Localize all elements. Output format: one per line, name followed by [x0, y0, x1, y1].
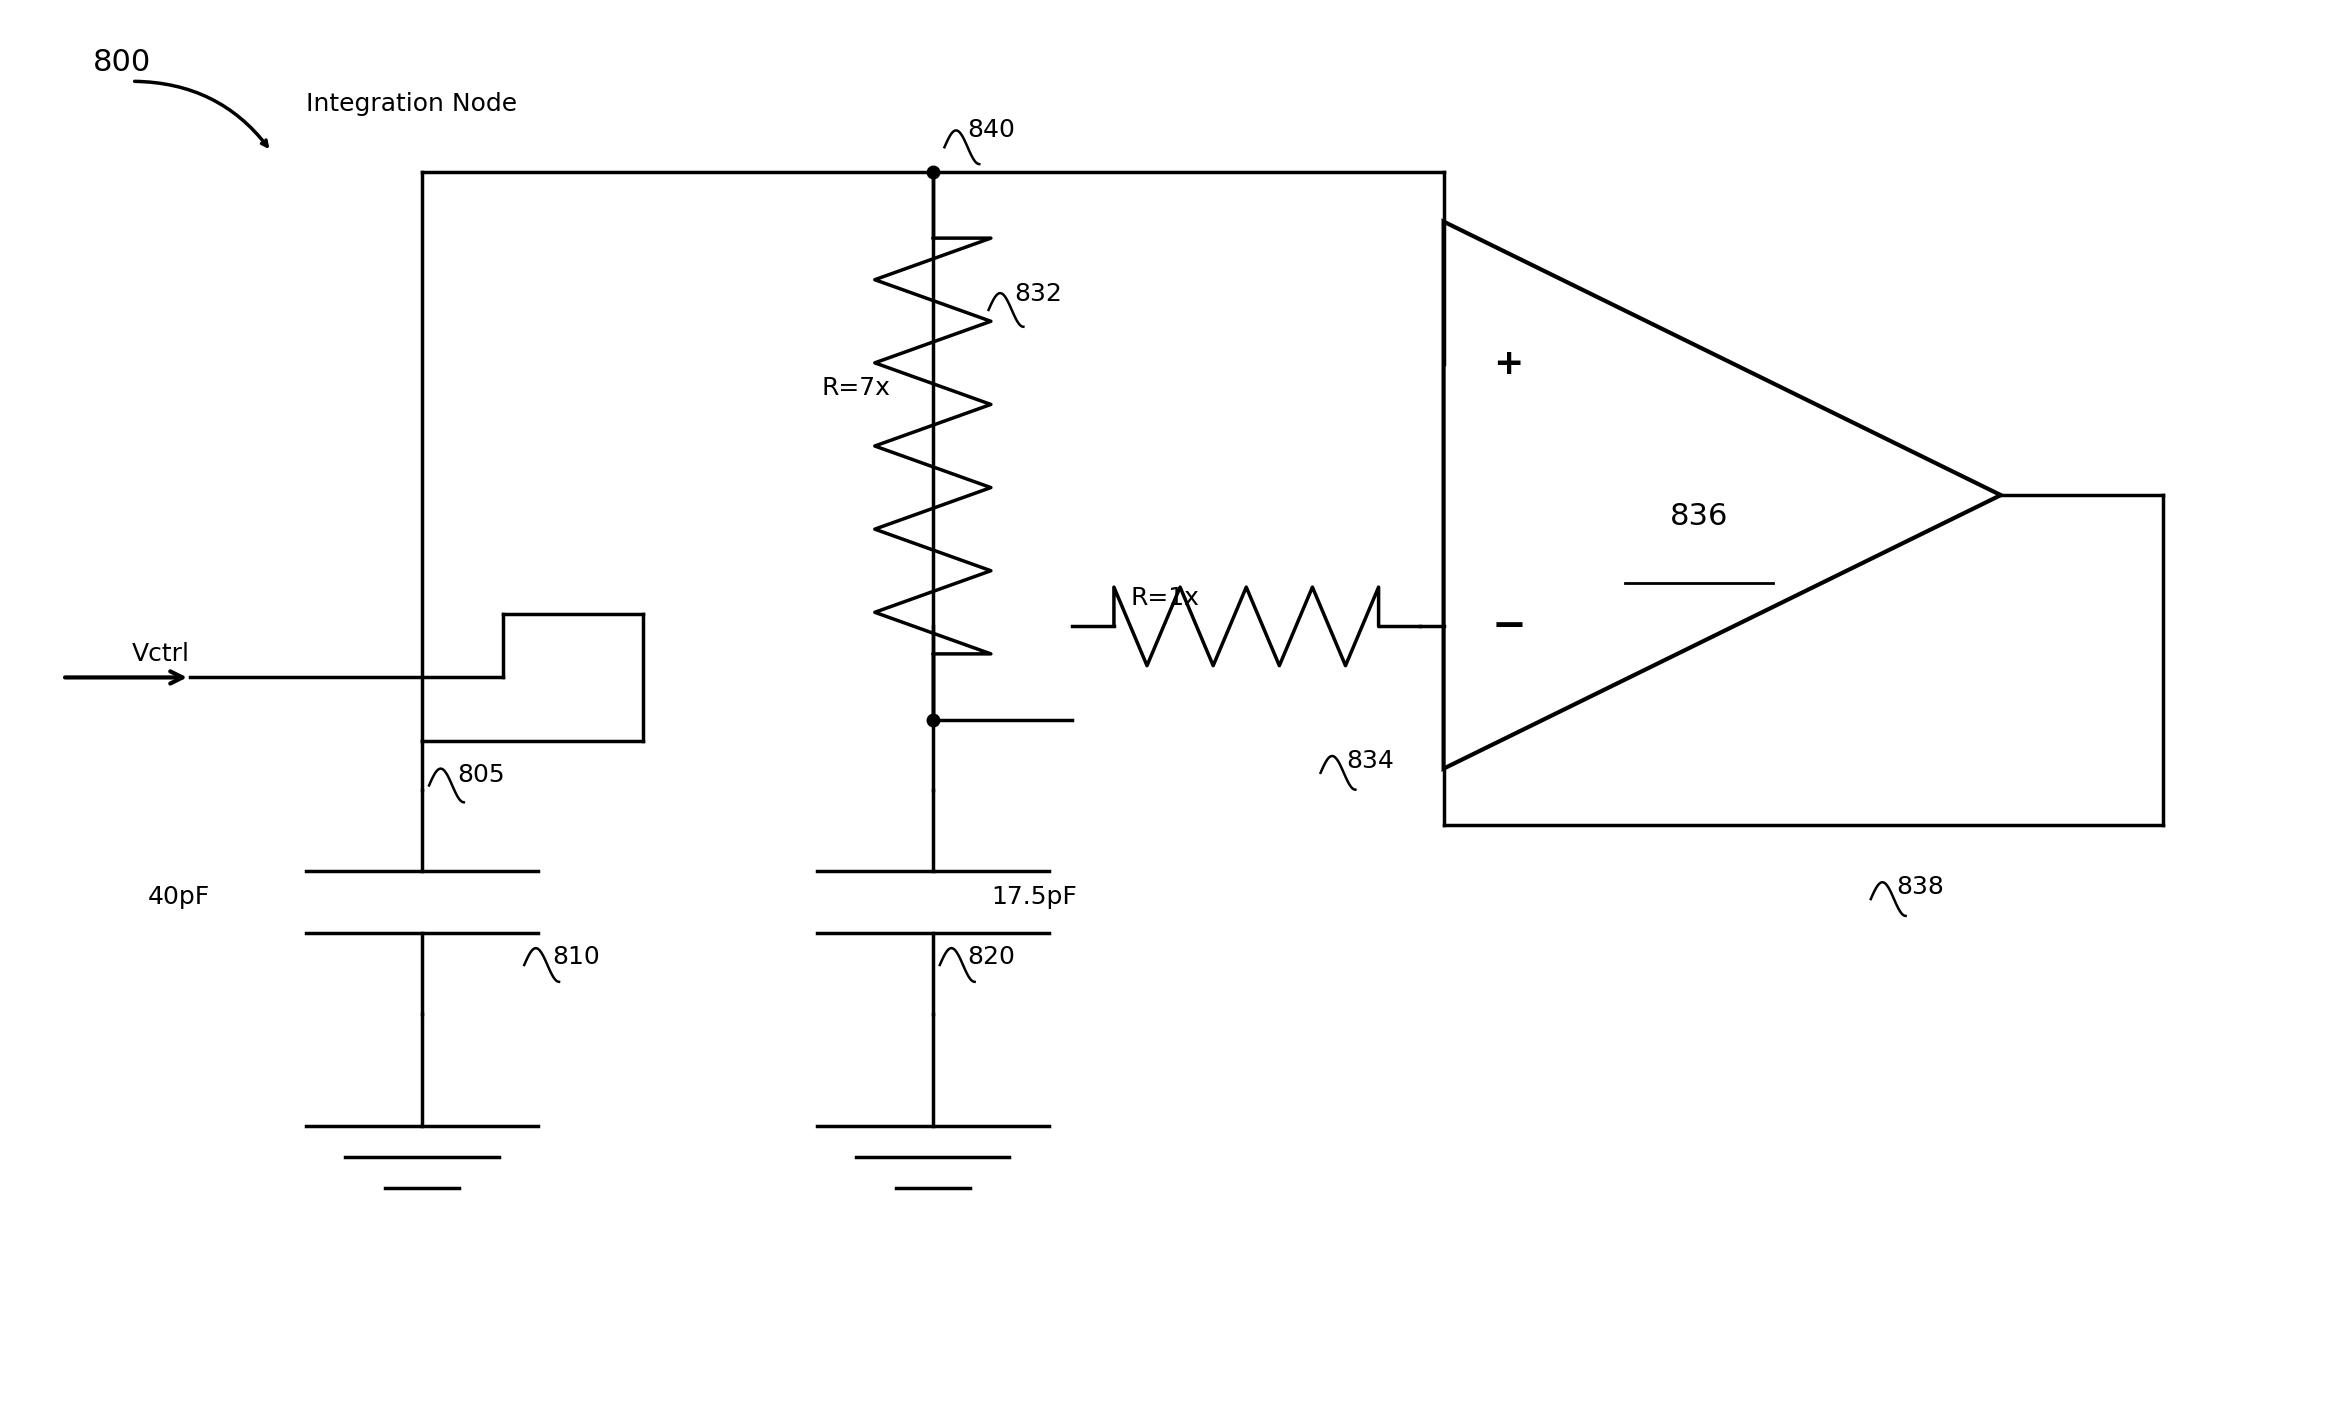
Text: 800: 800	[93, 48, 151, 78]
Text: Vctrl: Vctrl	[133, 642, 189, 666]
Text: 834: 834	[1347, 749, 1393, 773]
Text: 836: 836	[1671, 502, 1729, 531]
Text: 820: 820	[967, 945, 1016, 969]
Text: 17.5pF: 17.5pF	[990, 885, 1076, 909]
Text: 40pF: 40pF	[149, 885, 210, 909]
Text: R=1x: R=1x	[1130, 586, 1200, 610]
Text: 832: 832	[1014, 282, 1062, 306]
Text: 805: 805	[457, 763, 506, 787]
Text: Integration Node: Integration Node	[305, 92, 517, 116]
Text: 840: 840	[967, 117, 1016, 141]
Text: 838: 838	[1897, 875, 1943, 899]
Text: R=7x: R=7x	[822, 375, 890, 399]
Text: −: −	[1491, 605, 1526, 648]
Text: 810: 810	[552, 945, 599, 969]
Text: +: +	[1494, 347, 1524, 381]
